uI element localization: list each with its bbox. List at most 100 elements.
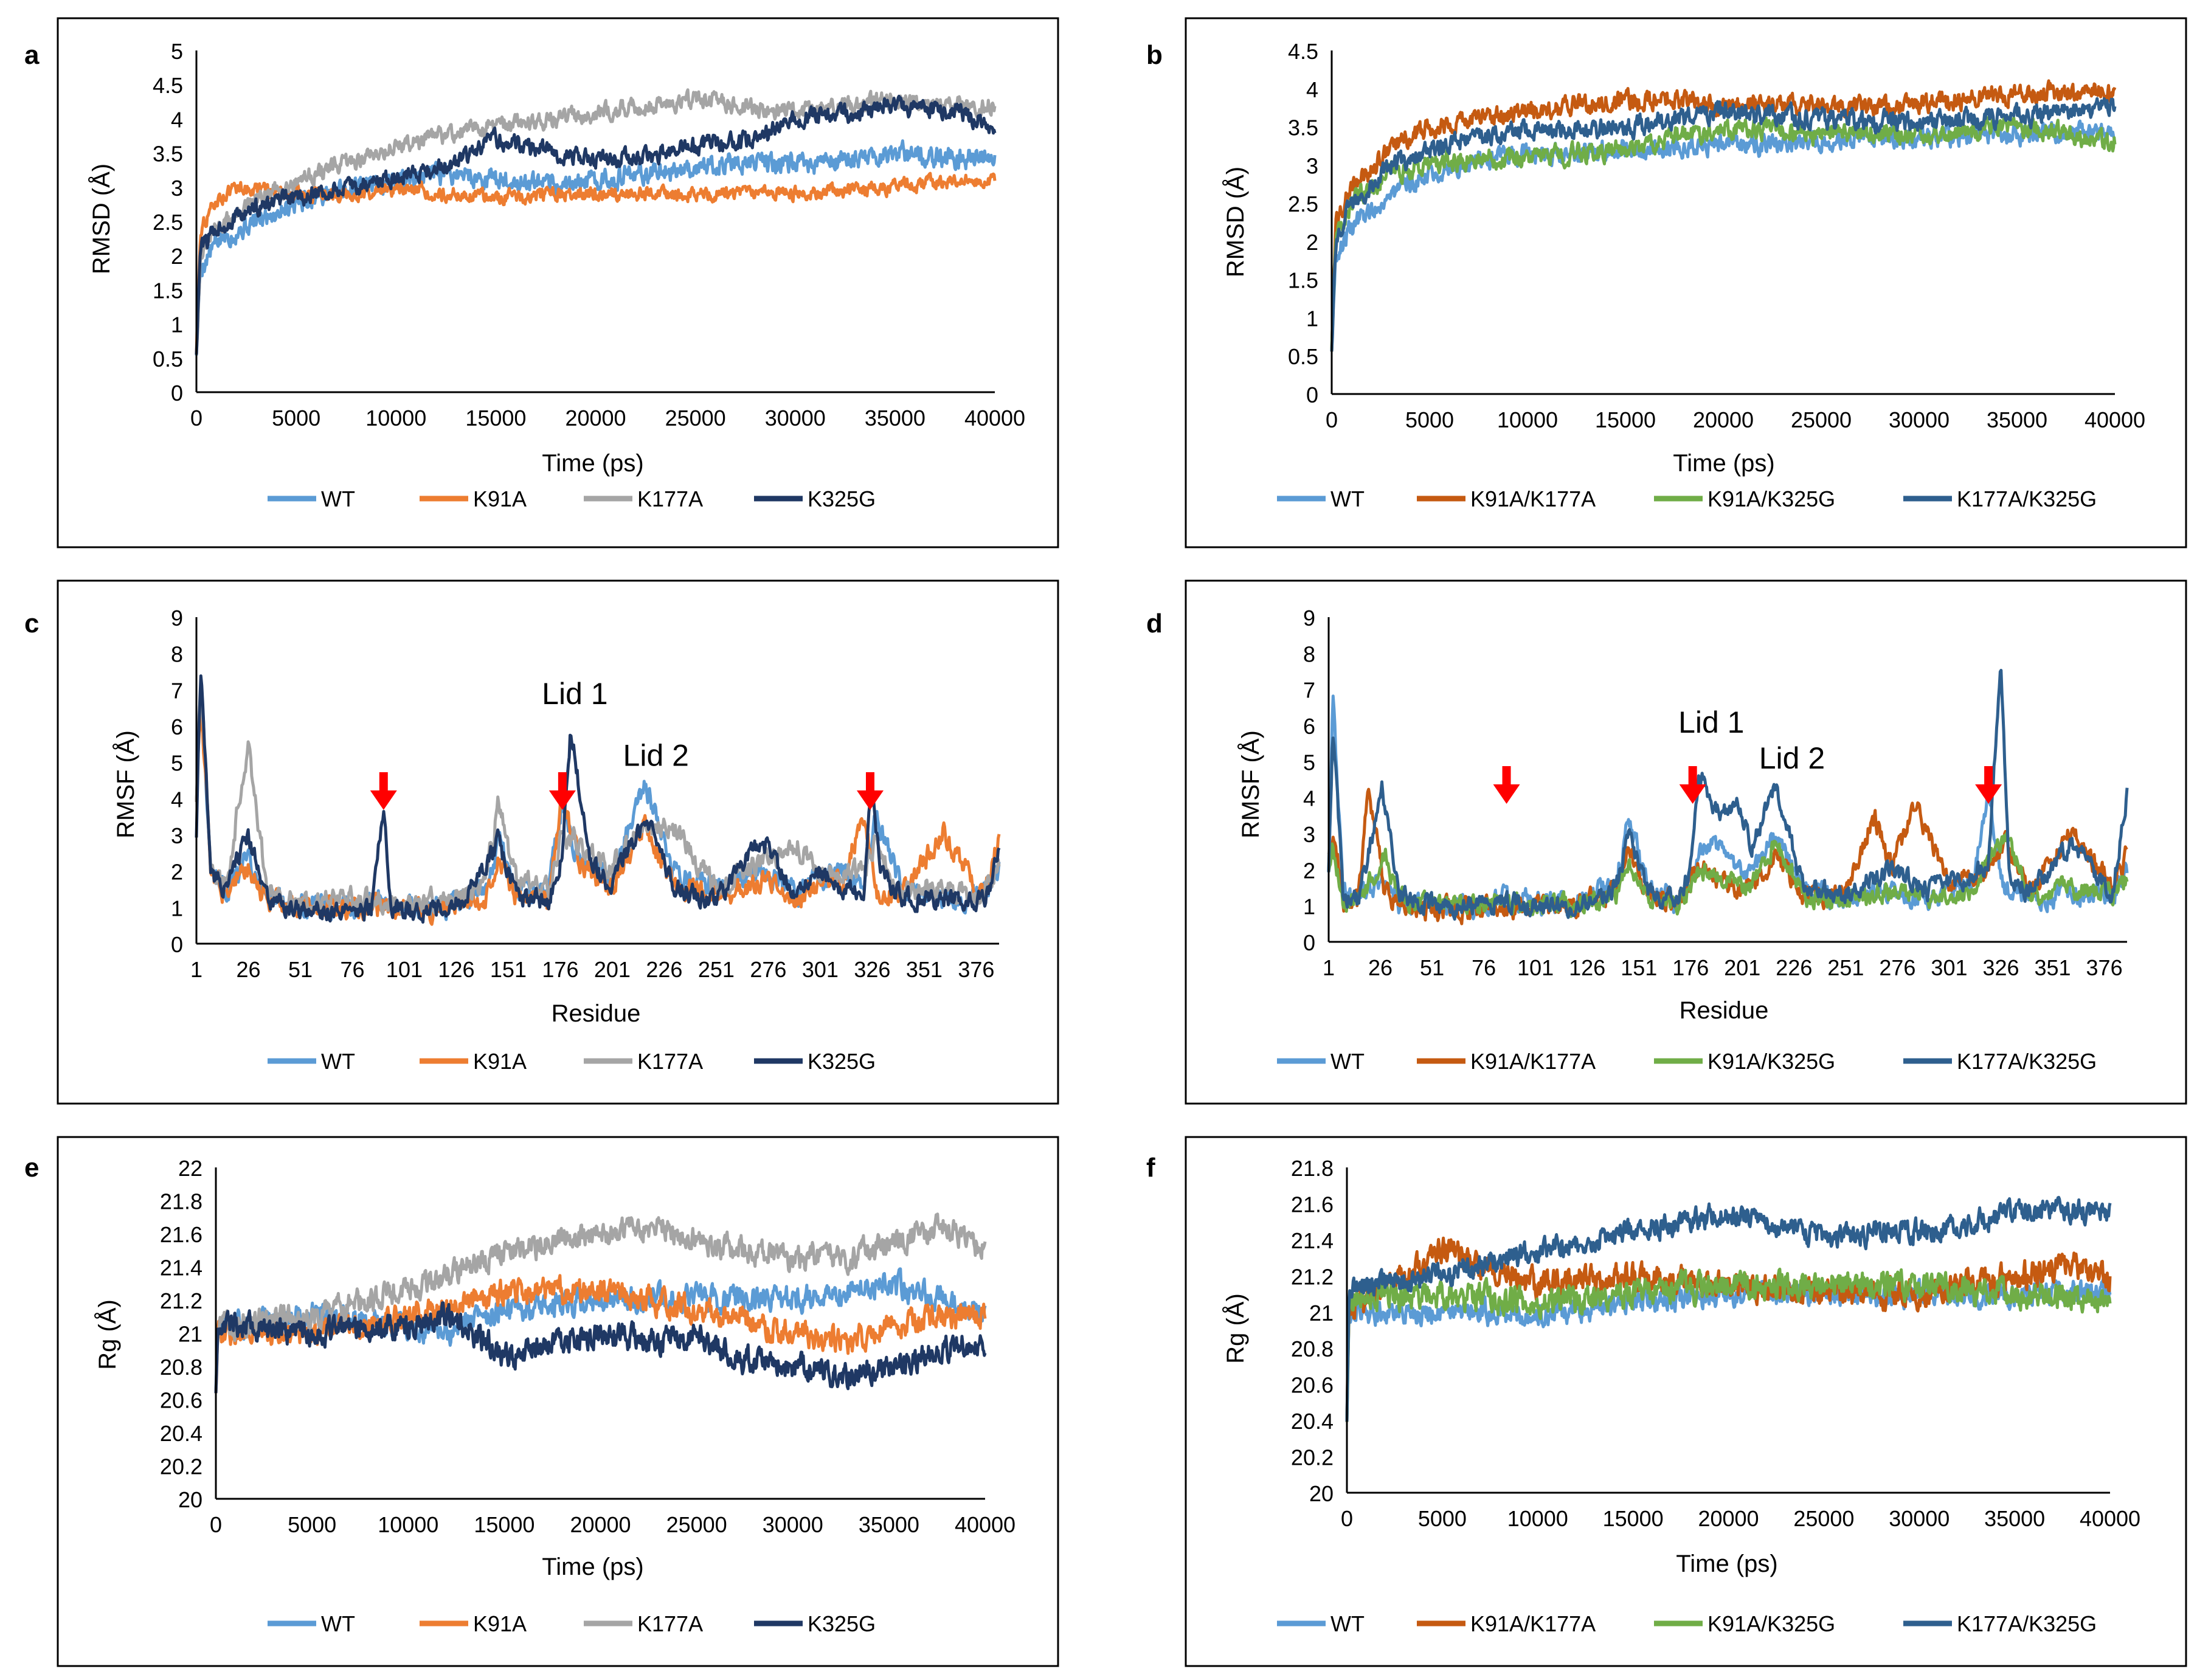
series-line-k325g bbox=[195, 94, 997, 355]
y-tick-label: 9 bbox=[1303, 606, 1315, 631]
x-tick-label: 35000 bbox=[865, 406, 926, 430]
y-axis-title: RMSD (Å) bbox=[88, 164, 115, 274]
y-tick-label: 1 bbox=[171, 896, 183, 921]
x-tick-label: 20000 bbox=[570, 1512, 631, 1537]
y-tick-label: 21 bbox=[1309, 1301, 1334, 1326]
x-tick-label: 0 bbox=[1341, 1506, 1353, 1531]
legend-item-k177a-k325g: K177A/K325G bbox=[1903, 486, 2097, 511]
series-line-k91a-k325g bbox=[1330, 114, 2117, 352]
legend-label: K177A/K325G bbox=[1957, 1049, 2097, 1074]
panel-label: d bbox=[1146, 609, 1163, 638]
y-tick-label: 21.4 bbox=[160, 1256, 202, 1281]
x-tick-label: 40000 bbox=[964, 406, 1025, 430]
y-tick-label: 21.8 bbox=[1291, 1156, 1334, 1181]
x-tick-label: 101 bbox=[386, 957, 423, 982]
y-tick-label: 9 bbox=[171, 606, 183, 631]
y-tick-label: 2.5 bbox=[1288, 192, 1318, 216]
y-tick-label: 20.6 bbox=[1291, 1373, 1334, 1398]
x-tick-label: 5000 bbox=[1405, 407, 1454, 432]
y-tick-label: 8 bbox=[1303, 641, 1315, 666]
series-line-k91a-k325g bbox=[1345, 1267, 2112, 1422]
y-tick-label: 20 bbox=[1309, 1481, 1334, 1506]
series-line-k177a-k325g bbox=[1345, 1195, 2112, 1422]
y-tick-label: 21.2 bbox=[1291, 1264, 1334, 1289]
y-tick-label: 21.6 bbox=[1291, 1192, 1334, 1217]
legend-label: K177A bbox=[637, 1611, 703, 1636]
red-arrow-icon bbox=[856, 772, 884, 810]
legend: WT K91A K177A K325G bbox=[268, 486, 876, 511]
legend-item-k91a: K91A bbox=[420, 1611, 527, 1636]
legend-label: WT bbox=[1330, 1049, 1365, 1074]
x-tick-label: 25000 bbox=[1793, 1506, 1854, 1531]
x-tick-label: 35000 bbox=[1987, 407, 2047, 432]
arrow-head bbox=[548, 790, 576, 810]
y-tick-label: 20.2 bbox=[1291, 1445, 1334, 1470]
x-tick-label: 176 bbox=[1672, 955, 1709, 980]
x-axis-title: Residue bbox=[552, 1000, 641, 1027]
x-tick-label: 201 bbox=[594, 957, 631, 982]
y-tick-label: 3 bbox=[171, 176, 183, 201]
legend-label: WT bbox=[321, 1049, 355, 1074]
red-arrow-icon bbox=[1975, 766, 2002, 804]
y-tick-label: 4 bbox=[1306, 77, 1318, 102]
x-axis-title: Time (ps) bbox=[542, 450, 643, 477]
y-tick-label: 20.4 bbox=[1291, 1409, 1334, 1434]
legend: WT K91A/K177A K91A/K325G K177A/K325G bbox=[1277, 1049, 2097, 1074]
x-tick-label: 151 bbox=[490, 957, 527, 982]
x-tick-label: 26 bbox=[236, 957, 260, 982]
x-tick-label: 5000 bbox=[1418, 1506, 1467, 1531]
y-tick-label: 21.4 bbox=[1291, 1228, 1334, 1253]
x-tick-label: 1 bbox=[1323, 955, 1335, 980]
x-tick-label: 15000 bbox=[474, 1512, 535, 1537]
y-tick-label: 22 bbox=[178, 1156, 202, 1181]
panel-f: f 20 20.2 20.4 20.6 20.8 21 21.2 21.4 21.6 21.8 0 50… bbox=[1146, 1136, 2187, 1667]
x-tick-label: 226 bbox=[646, 957, 682, 982]
x-tick-label: 5000 bbox=[272, 406, 320, 430]
x-tick-label: 0 bbox=[190, 406, 202, 430]
x-tick-label: 376 bbox=[958, 957, 994, 982]
legend-item-k91a: K91A bbox=[420, 1049, 527, 1074]
arrow-head bbox=[1493, 784, 1520, 804]
x-tick-label: 201 bbox=[1724, 955, 1760, 980]
y-tick-label: 2.5 bbox=[153, 210, 183, 235]
x-tick-label: 5000 bbox=[288, 1512, 336, 1537]
panel-frame bbox=[1185, 579, 2187, 1105]
y-axis-title: Rg (Å) bbox=[94, 1299, 121, 1370]
x-tick-label: 30000 bbox=[763, 1512, 823, 1537]
x-tick-label: 326 bbox=[854, 957, 890, 982]
legend-item-wt: WT bbox=[1277, 1611, 1365, 1636]
legend-label: WT bbox=[1330, 1611, 1365, 1636]
y-tick-label: 20.6 bbox=[160, 1388, 202, 1413]
x-tick-label: 15000 bbox=[465, 406, 526, 430]
y-tick-label: 5 bbox=[171, 751, 183, 776]
legend-label: WT bbox=[1330, 486, 1365, 511]
y-tick-label: 2 bbox=[171, 244, 183, 269]
legend-label: K177A bbox=[637, 486, 703, 511]
y-tick-label: 0 bbox=[1303, 930, 1315, 955]
x-axis-title: Time (ps) bbox=[1673, 450, 1774, 477]
series-line-k91a-k177a bbox=[1330, 79, 2117, 352]
legend: WT K91A/K177A K91A/K325G K177A/K325G bbox=[1277, 1611, 2097, 1636]
x-tick-label: 101 bbox=[1517, 955, 1554, 980]
legend-label: WT bbox=[321, 1611, 355, 1636]
x-tick-label: 76 bbox=[340, 957, 364, 982]
panel-e: e 20 20.2 20.4 20.6 20.8 21 21.2 21.4 21.6 21.8 22 0… bbox=[24, 1136, 1059, 1667]
x-tick-label: 10000 bbox=[378, 1512, 438, 1537]
x-tick-label: 1 bbox=[190, 957, 202, 982]
x-tick-label: 15000 bbox=[1595, 407, 1656, 432]
red-arrow-icon bbox=[1679, 766, 1706, 804]
x-tick-label: 15000 bbox=[1603, 1506, 1664, 1531]
legend: WT K91A/K177A K91A/K325G K177A/K325G bbox=[1277, 486, 2097, 511]
legend-item-k91a-k177a: K91A/K177A bbox=[1417, 1611, 1596, 1636]
arrow-shaft bbox=[558, 772, 567, 792]
x-tick-label: 51 bbox=[288, 957, 313, 982]
x-tick-label: 126 bbox=[438, 957, 474, 982]
x-tick-label: 30000 bbox=[1889, 407, 1950, 432]
legend-label: K325G bbox=[808, 1611, 876, 1636]
x-tick-label: 20000 bbox=[565, 406, 626, 430]
x-tick-label: 226 bbox=[1776, 955, 1812, 980]
y-tick-label: 3 bbox=[1303, 822, 1315, 847]
annotation-lid-2: Lid 2 bbox=[623, 739, 689, 773]
annotation-lid-1: Lid 1 bbox=[542, 677, 607, 711]
